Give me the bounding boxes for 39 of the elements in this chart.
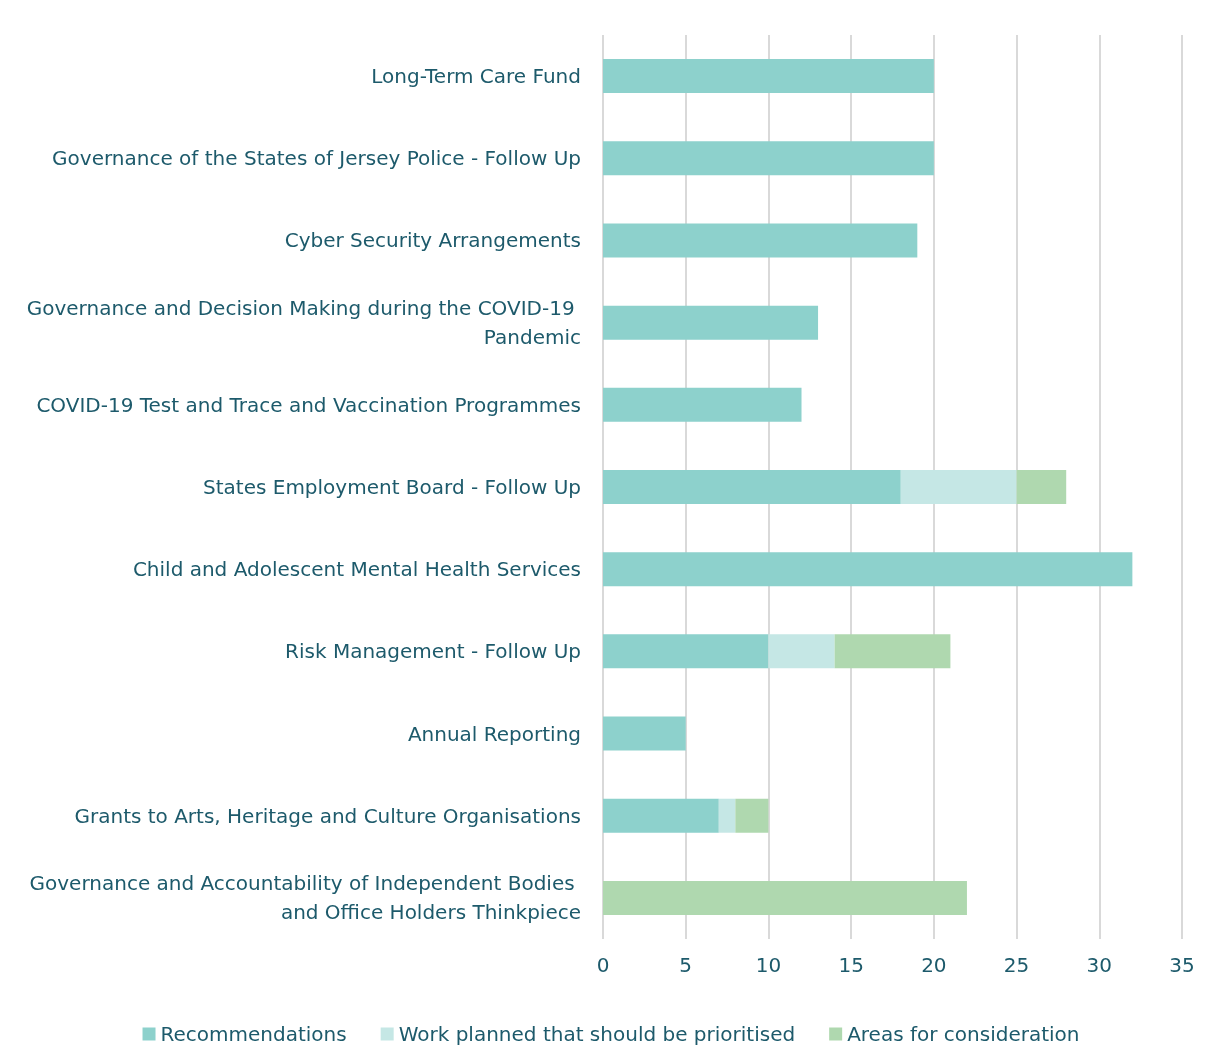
bar [603,634,769,669]
bar [718,798,736,833]
legend-label: Areas for consideration [847,1022,1080,1046]
y-tick-label: COVID-19 Test and Trace and Vaccination Programmes [36,392,581,417]
y-tick-label: Child and Adolescent Mental Health Services [132,557,581,582]
bar [1016,470,1067,504]
x-tick-label: 35 [1169,953,1195,977]
x-tick-label: 20 [921,953,947,977]
bar [603,59,934,94]
y-tick-label: States Employment Board - Follow Up [203,475,581,499]
bar [735,798,769,833]
y-tick-label: Annual Reporting [407,721,581,746]
x-tick-label: 0 [596,953,610,977]
bar [603,552,1133,587]
y-tick-label: Governance and Decision Making during the COVID-19 Pandemic [26,296,581,350]
bar [834,634,951,669]
bar [900,470,1017,504]
legend-label: Work planned that should be prioritised [398,1022,796,1046]
x-tick-label: 10 [755,953,782,977]
y-tick-label: Risk Management - Follow Up [285,639,581,664]
legend-label: Recommendations [160,1022,347,1046]
y-tick-label: Governance and Accountability of Independent Bodies and Office Holders Thinkpiece [29,871,581,925]
bar [603,223,918,258]
x-tick-label: 5 [679,953,693,977]
x-tick-label: 30 [1086,953,1113,977]
bar [603,880,967,915]
bar [603,305,819,340]
bar [603,798,719,833]
bar [603,387,802,422]
bar [603,141,934,176]
bar [768,634,835,669]
x-tick-label: 15 [838,953,864,977]
bar [603,716,686,751]
y-tick-label: Grants to Arts, Heritage and Culture Organisations [74,803,581,828]
y-tick-label: Cyber Security Arrangements [284,228,581,253]
y-tick-label: Governance of the States of Jersey Police - Follow Up [52,146,581,171]
x-tick-label: 25 [1003,953,1030,977]
y-tick-label: Long-Term Care Fund [371,64,581,89]
bar [603,470,901,504]
